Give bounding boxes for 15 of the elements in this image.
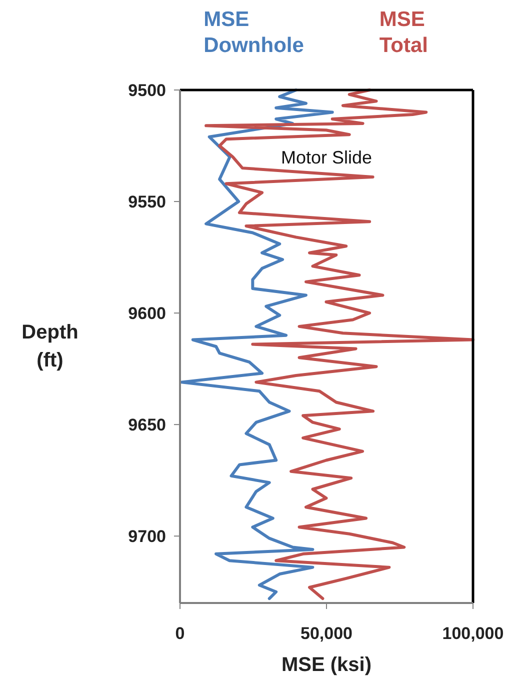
annotation: Motor Slide	[280, 147, 372, 168]
line-series	[180, 88, 334, 600]
y-tick-label: 9700	[128, 527, 166, 546]
x-axis-title: MSE (ksi)	[281, 654, 372, 676]
y-tick-label: 9600	[128, 304, 166, 323]
x-tick-label: 0	[175, 624, 185, 643]
y-axis-title: Depth (ft)	[22, 322, 78, 372]
series-label: MSE Downhole	[204, 8, 304, 57]
line-series	[204, 88, 474, 600]
series-label: MSE Total	[379, 8, 428, 57]
y-tick-label: 9500	[128, 80, 166, 100]
y-tick-label: 9550	[128, 192, 166, 212]
x-tick-label: 50,000	[300, 624, 352, 643]
x-tick-label: 100,000	[442, 624, 504, 643]
y-tick-label: 9650	[128, 416, 166, 435]
